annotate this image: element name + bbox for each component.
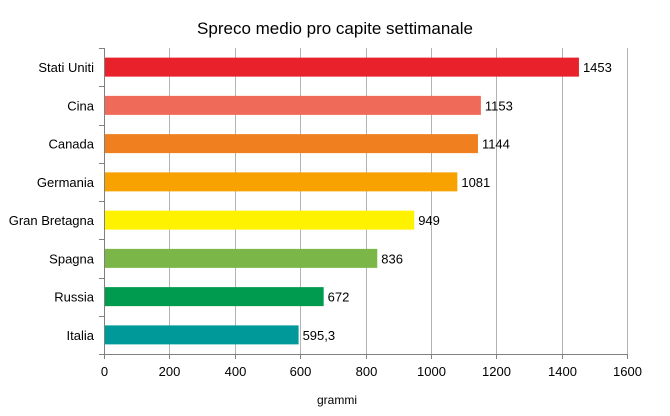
bar — [105, 134, 478, 154]
bars — [105, 57, 579, 345]
x-axis-label: grammi — [317, 393, 357, 407]
bar — [105, 172, 458, 192]
data-label: 836 — [381, 251, 403, 266]
category-label: Gran Bretagna — [9, 213, 95, 228]
x-tick-label: 600 — [290, 364, 312, 379]
category-label: Canada — [48, 137, 94, 152]
data-label: 1144 — [482, 137, 510, 152]
category-label: Cina — [67, 98, 95, 113]
category-label: Italia — [67, 328, 95, 343]
gridlines — [169, 48, 628, 354]
x-tick-label: 800 — [356, 364, 378, 379]
axes: 0 200 400 600 800 1000 1200 1400 1600 Stati Uniti… — [9, 48, 642, 379]
data-label: 1081 — [461, 175, 490, 190]
data-label: 949 — [418, 213, 440, 228]
category-label: Russia — [54, 290, 95, 305]
bar — [105, 248, 378, 268]
bar — [105, 287, 324, 307]
x-tick-label: 1400 — [548, 364, 577, 379]
data-label: 1453 — [583, 60, 612, 75]
x-tick-label: 0 — [101, 364, 108, 379]
category-label: Germania — [37, 175, 95, 190]
x-tick-label: 1600 — [613, 364, 642, 379]
data-label: 1153 — [485, 98, 513, 113]
bar — [105, 210, 415, 230]
data-label: 672 — [328, 290, 350, 305]
x-tick-label: 200 — [159, 364, 181, 379]
x-tick-label: 1000 — [417, 364, 446, 379]
bar — [105, 325, 299, 345]
bar — [105, 95, 481, 115]
category-label: Stati Uniti — [38, 60, 94, 75]
x-tick-label: 400 — [225, 364, 247, 379]
bar — [105, 57, 579, 77]
x-tick-label: 1200 — [482, 364, 511, 379]
category-label: Spagna — [49, 251, 95, 266]
data-label: 595,3 — [303, 328, 336, 343]
chart-title: Spreco medio pro capite settimanale — [197, 19, 473, 38]
